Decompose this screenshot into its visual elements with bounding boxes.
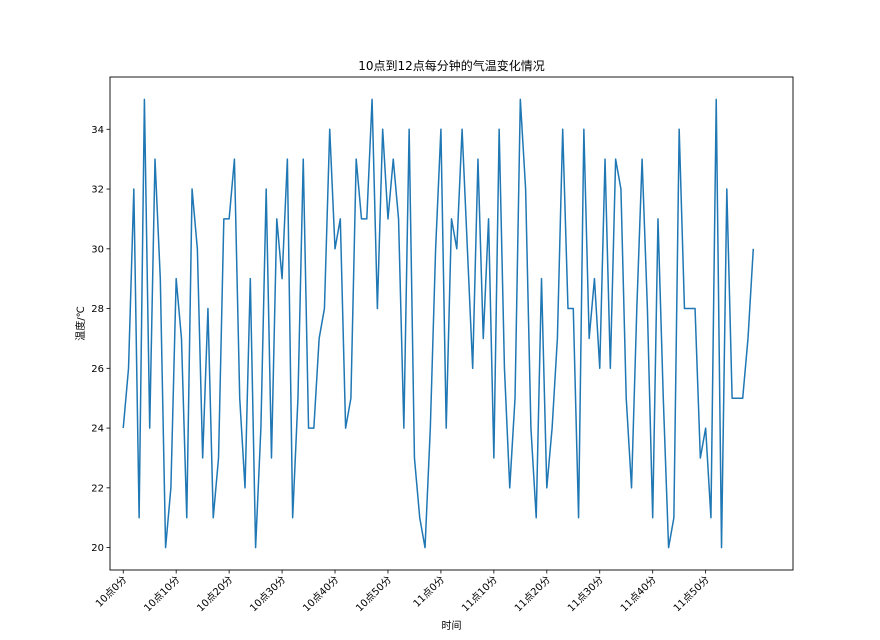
x-tick-label: 10点50分	[353, 574, 394, 615]
series-layer	[122, 98, 755, 549]
x-axis: 10点0分 10点10分 10点20分 10点30分 10点40分 10点50分 11点0分…	[93, 570, 712, 614]
x-tick-label: 11点0分	[411, 574, 447, 610]
y-tick-label: 24	[91, 424, 104, 435]
x-axis-label: 时间	[442, 619, 462, 632]
x-tick-label: 10点0分	[93, 574, 129, 610]
y-axis: 20 22 24 26 28 30 32 34	[91, 125, 110, 554]
x-tick-label: 11点20分	[512, 574, 553, 615]
x-tick-label: 11点10分	[459, 574, 500, 615]
x-tick-label: 10点20分	[195, 574, 236, 615]
x-tick-label: 10点40分	[301, 574, 342, 615]
x-tick-label: 11点40分	[618, 574, 659, 615]
series-line-0	[122, 98, 755, 549]
x-tick-label: 11点50分	[671, 574, 712, 615]
y-tick-label: 30	[91, 244, 104, 255]
x-tick-label: 11点30分	[565, 574, 606, 615]
y-tick-label: 20	[91, 543, 104, 554]
x-tick-label: 10点30分	[248, 574, 289, 615]
y-tick-label: 28	[91, 304, 104, 315]
y-tick-label: 22	[91, 483, 104, 494]
plot-frame	[109, 76, 794, 571]
y-tick-label: 26	[91, 364, 104, 375]
y-tick-label: 32	[91, 185, 104, 196]
y-axis-label: 温度/℃	[74, 306, 87, 341]
chart-title: 10点到12点每分钟的气温变化情况	[358, 58, 545, 73]
x-tick-label: 10点10分	[142, 574, 183, 615]
y-tick-label: 34	[91, 125, 104, 136]
